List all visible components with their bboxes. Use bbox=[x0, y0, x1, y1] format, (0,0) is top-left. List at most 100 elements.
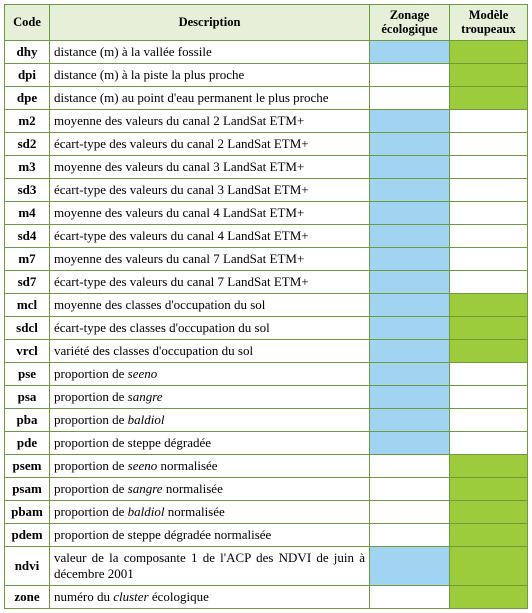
cell-modele bbox=[450, 385, 528, 408]
cell-zonage bbox=[370, 293, 450, 316]
cell-zonage bbox=[370, 477, 450, 500]
cell-code: dpe bbox=[5, 86, 50, 109]
cell-description: distance (m) à la piste la plus proche bbox=[50, 63, 370, 86]
cell-zonage bbox=[370, 63, 450, 86]
cell-zonage bbox=[370, 500, 450, 523]
cell-modele bbox=[450, 132, 528, 155]
cell-modele bbox=[450, 178, 528, 201]
cell-zonage bbox=[370, 585, 450, 608]
cell-zonage bbox=[370, 454, 450, 477]
cell-code: m7 bbox=[5, 247, 50, 270]
cell-modele bbox=[450, 109, 528, 132]
cell-zonage bbox=[370, 40, 450, 63]
cell-modele bbox=[450, 454, 528, 477]
cell-zonage bbox=[370, 316, 450, 339]
cell-description: moyenne des classes d'occupation du sol bbox=[50, 293, 370, 316]
table-row: pseproportion de seeno bbox=[5, 362, 528, 385]
cell-description: moyenne des valeurs du canal 7 LandSat E… bbox=[50, 247, 370, 270]
table-row: m7moyenne des valeurs du canal 7 LandSat… bbox=[5, 247, 528, 270]
cell-description: distance (m) au point d'eau permanent le… bbox=[50, 86, 370, 109]
cell-code: m4 bbox=[5, 201, 50, 224]
cell-description: moyenne des valeurs du canal 4 LandSat E… bbox=[50, 201, 370, 224]
cell-modele bbox=[450, 293, 528, 316]
table-row: sd7écart-type des valeurs du canal 7 Lan… bbox=[5, 270, 528, 293]
header-modele: Modèle troupeaux bbox=[450, 5, 528, 41]
table-row: pdemproportion de steppe dégradée normal… bbox=[5, 523, 528, 546]
cell-description: moyenne des valeurs du canal 2 LandSat E… bbox=[50, 109, 370, 132]
cell-description: proportion de steppe dégradée normalisée bbox=[50, 523, 370, 546]
cell-modele bbox=[450, 270, 528, 293]
table-row: mclmoyenne des classes d'occupation du s… bbox=[5, 293, 528, 316]
cell-zonage bbox=[370, 132, 450, 155]
cell-description: variété des classes d'occupation du sol bbox=[50, 339, 370, 362]
table-row: psemproportion de seeno normalisée bbox=[5, 454, 528, 477]
cell-code: sdcl bbox=[5, 316, 50, 339]
table-row: m4moyenne des valeurs du canal 4 LandSat… bbox=[5, 201, 528, 224]
cell-modele bbox=[450, 201, 528, 224]
cell-code: psa bbox=[5, 385, 50, 408]
table-row: ndvivaleur de la composante 1 de l'ACP d… bbox=[5, 546, 528, 585]
cell-modele bbox=[450, 362, 528, 385]
cell-code: pse bbox=[5, 362, 50, 385]
cell-zonage bbox=[370, 201, 450, 224]
cell-description: proportion de seeno bbox=[50, 362, 370, 385]
cell-code: pba bbox=[5, 408, 50, 431]
cell-code: vrcl bbox=[5, 339, 50, 362]
cell-description: proportion de sangre bbox=[50, 385, 370, 408]
table-row: dhydistance (m) à la vallée fossile bbox=[5, 40, 528, 63]
cell-zonage bbox=[370, 109, 450, 132]
cell-code: dhy bbox=[5, 40, 50, 63]
cell-modele bbox=[450, 247, 528, 270]
cell-modele bbox=[450, 155, 528, 178]
cell-modele bbox=[450, 500, 528, 523]
cell-code: dpi bbox=[5, 63, 50, 86]
cell-zonage bbox=[370, 523, 450, 546]
table-row: dpidistance (m) à la piste la plus proch… bbox=[5, 63, 528, 86]
cell-code: psem bbox=[5, 454, 50, 477]
header-code: Code bbox=[5, 5, 50, 41]
cell-code: mcl bbox=[5, 293, 50, 316]
cell-modele bbox=[450, 546, 528, 585]
table-row: pbaproportion de baldiol bbox=[5, 408, 528, 431]
table-row: dpedistance (m) au point d'eau permanent… bbox=[5, 86, 528, 109]
cell-modele bbox=[450, 339, 528, 362]
cell-code: pde bbox=[5, 431, 50, 454]
table-row: sdclécart-type des classes d'occupation … bbox=[5, 316, 528, 339]
cell-description: écart-type des valeurs du canal 7 LandSa… bbox=[50, 270, 370, 293]
cell-zonage bbox=[370, 339, 450, 362]
cell-code: m2 bbox=[5, 109, 50, 132]
cell-code: m3 bbox=[5, 155, 50, 178]
cell-zonage bbox=[370, 178, 450, 201]
table-header-row: Code Description Zonage écologique Modèl… bbox=[5, 5, 528, 41]
cell-modele bbox=[450, 431, 528, 454]
cell-modele bbox=[450, 477, 528, 500]
cell-description: valeur de la composante 1 de l'ACP des N… bbox=[50, 546, 370, 585]
cell-code: psam bbox=[5, 477, 50, 500]
table-row: psamproportion de sangre normalisée bbox=[5, 477, 528, 500]
cell-zonage bbox=[370, 385, 450, 408]
cell-description: écart-type des classes d'occupation du s… bbox=[50, 316, 370, 339]
table-row: m2moyenne des valeurs du canal 2 LandSat… bbox=[5, 109, 528, 132]
table-row: m3moyenne des valeurs du canal 3 LandSat… bbox=[5, 155, 528, 178]
cell-description: écart-type des valeurs du canal 4 LandSa… bbox=[50, 224, 370, 247]
table-row: vrclvariété des classes d'occupation du … bbox=[5, 339, 528, 362]
cell-zonage bbox=[370, 546, 450, 585]
cell-code: ndvi bbox=[5, 546, 50, 585]
cell-modele bbox=[450, 224, 528, 247]
cell-modele bbox=[450, 40, 528, 63]
table-row: pdeproportion de steppe dégradée bbox=[5, 431, 528, 454]
cell-zonage bbox=[370, 408, 450, 431]
cell-zonage bbox=[370, 362, 450, 385]
cell-description: proportion de baldiol bbox=[50, 408, 370, 431]
cell-description: moyenne des valeurs du canal 3 LandSat E… bbox=[50, 155, 370, 178]
table-row: sd4écart-type des valeurs du canal 4 Lan… bbox=[5, 224, 528, 247]
cell-code: sd7 bbox=[5, 270, 50, 293]
cell-code: zone bbox=[5, 585, 50, 608]
cell-description: numéro du cluster écologique bbox=[50, 585, 370, 608]
variables-table: Code Description Zonage écologique Modèl… bbox=[4, 4, 528, 609]
cell-zonage bbox=[370, 86, 450, 109]
cell-zonage bbox=[370, 431, 450, 454]
cell-code: pbam bbox=[5, 500, 50, 523]
table-row: sd3écart-type des valeurs du canal 3 Lan… bbox=[5, 178, 528, 201]
cell-modele bbox=[450, 408, 528, 431]
